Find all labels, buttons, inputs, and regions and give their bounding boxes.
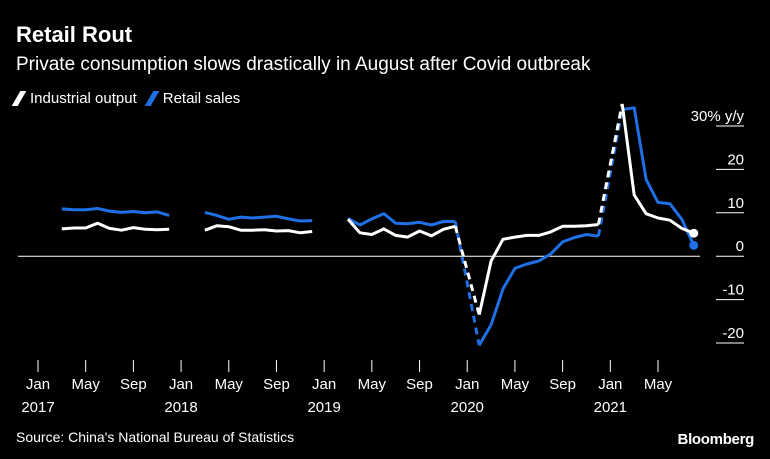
x-tick-label-2018-09: Sep <box>263 376 290 393</box>
source-note: Source: China's National Bureau of Stati… <box>16 429 295 445</box>
series-industrial-output-segment-2 <box>346 218 456 239</box>
chart-subtitle: Private consumption slows drastically in… <box>16 54 591 75</box>
legend-label-industrial-output: Industrial output <box>30 90 137 107</box>
x-tick-label-2017-09: Sep <box>120 376 147 393</box>
x-tick-year-2021-01: 2021 <box>594 399 627 416</box>
series-retail-sales-segment-3 <box>453 221 481 346</box>
y-tick-label--20: -20 <box>722 325 744 342</box>
x-tick-label-2019-09: Sep <box>406 376 433 393</box>
series-retail-sales-segment-6 <box>621 106 696 246</box>
series-retail-sales-segment-4 <box>477 233 599 346</box>
x-tick-label-2021-01: Jan <box>598 376 622 393</box>
chart-title: Retail Rout <box>16 22 133 47</box>
x-tick-label-2018-05: May <box>215 376 244 393</box>
x-tick-year-2018-01: 2018 <box>164 399 197 416</box>
series-retail-sales-segment-5 <box>596 109 624 237</box>
series-industrial-output-segment-3 <box>453 225 481 316</box>
series-industrial-output-segment-6 <box>620 103 695 235</box>
y-tick-label-10: 10 <box>727 195 744 212</box>
y-tick-label-20: 20 <box>727 151 744 168</box>
legend: Industrial output Retail sales <box>11 90 252 107</box>
x-tick-label-2019-05: May <box>358 376 387 393</box>
x-tick-label-2018-01: Jan <box>169 376 193 393</box>
series-retail-sales-segment-2 <box>347 212 456 227</box>
x-tick-label-2020-01: Jan <box>455 376 479 393</box>
series-industrial-output-segment-4 <box>477 223 599 316</box>
x-tick-label-2019-01: Jan <box>312 376 336 393</box>
x-tick-year-2020-01: 2020 <box>451 399 484 416</box>
y-tick-label-30: 30% y/y <box>691 108 745 125</box>
series-industrial-output-segment-0 <box>61 221 170 232</box>
series-industrial-output-segment-5 <box>596 103 624 225</box>
x-tick-label-2017-05: May <box>72 376 101 393</box>
x-tick-label-2020-09: Sep <box>549 376 576 393</box>
series-industrial-output-end-marker <box>689 228 699 238</box>
series-retail-sales-segment-0 <box>61 207 170 217</box>
bloomberg-logo: Bloomberg <box>677 431 755 448</box>
series-industrial-output-segment-1 <box>204 224 313 235</box>
legend-label-retail-sales: Retail sales <box>162 90 241 107</box>
series-retail-sales-end-marker <box>689 240 699 250</box>
x-tick-label-2017-01: Jan <box>26 376 50 393</box>
x-tick-year-2019-01: 2019 <box>307 399 340 416</box>
y-tick-label-0: 0 <box>736 238 744 255</box>
x-tick-label-2021-05: May <box>644 376 673 393</box>
x-tick-year-2017-01: 2017 <box>21 399 54 416</box>
series-retail-sales-segment-1 <box>204 210 313 223</box>
legend-item-retail-sales: Retail sales <box>144 90 241 107</box>
legend-item-industrial-output: Industrial output <box>11 90 137 107</box>
y-tick-label--10: -10 <box>722 282 744 299</box>
x-tick-label-2020-05: May <box>501 376 530 393</box>
